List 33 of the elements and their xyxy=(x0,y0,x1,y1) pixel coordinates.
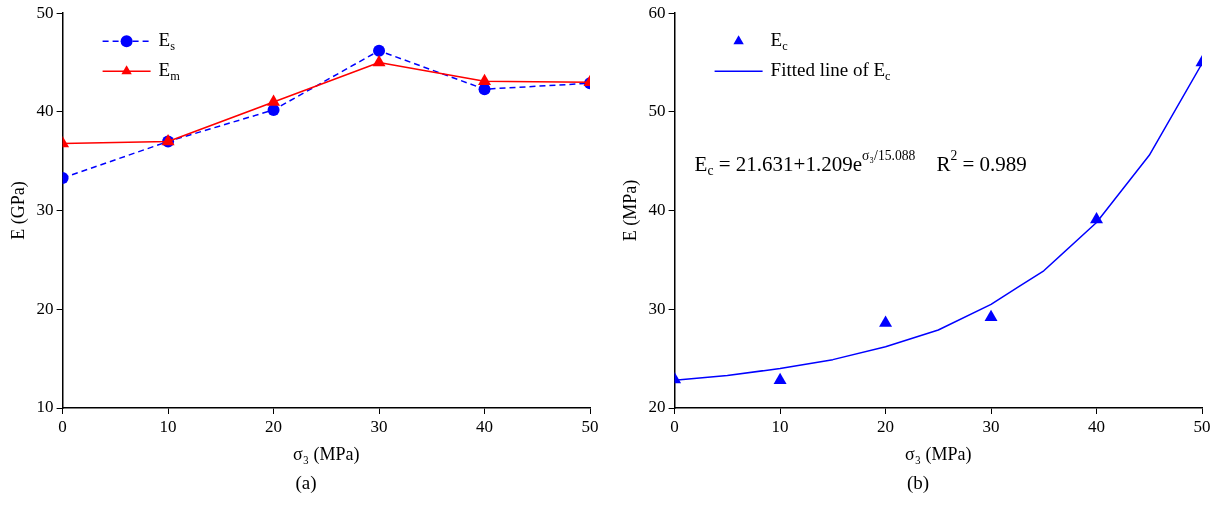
y-tick-label: 40 xyxy=(36,101,54,121)
x-tick-label: 40 xyxy=(476,416,494,436)
point xyxy=(879,315,893,327)
y-axis-title: E (GPa) xyxy=(7,181,29,240)
text: (b) xyxy=(905,472,931,494)
y-tick-label: 20 xyxy=(648,397,666,417)
point xyxy=(984,309,998,321)
x-tick-label: 50 xyxy=(1193,416,1211,436)
x-tick-label: 40 xyxy=(1088,416,1106,436)
point xyxy=(267,94,281,106)
x-tick-label: 30 xyxy=(982,416,1000,436)
y-tick-label: 60 xyxy=(648,2,666,22)
x-tick-label: 10 xyxy=(159,416,177,436)
x-tick-label: 20 xyxy=(265,416,283,436)
x-tick-label: 10 xyxy=(771,416,789,436)
x-tick-label: 30 xyxy=(370,416,388,436)
x-tick-label: 0 xyxy=(670,416,679,436)
point xyxy=(373,44,386,57)
y-tick-label: 30 xyxy=(648,298,666,318)
y-tick-label: 40 xyxy=(648,200,666,220)
point xyxy=(372,55,386,67)
y-tick-label: 50 xyxy=(36,2,54,22)
x-tick-label: 50 xyxy=(581,416,599,436)
x-tick-label: 0 xyxy=(58,416,67,436)
text: (a) xyxy=(294,472,318,494)
x-axis-title: σ₃ (MPa) xyxy=(905,443,972,465)
y-tick-label: 10 xyxy=(36,397,54,417)
y-axis-title: E (MPa) xyxy=(619,179,641,242)
x-tick-label: 20 xyxy=(877,416,895,436)
y-tick-label: 20 xyxy=(36,298,54,318)
x-axis-title: σ₃ (MPa) xyxy=(293,443,360,465)
y-tick-label: 30 xyxy=(36,200,54,220)
y-tick-label: 50 xyxy=(648,101,666,121)
